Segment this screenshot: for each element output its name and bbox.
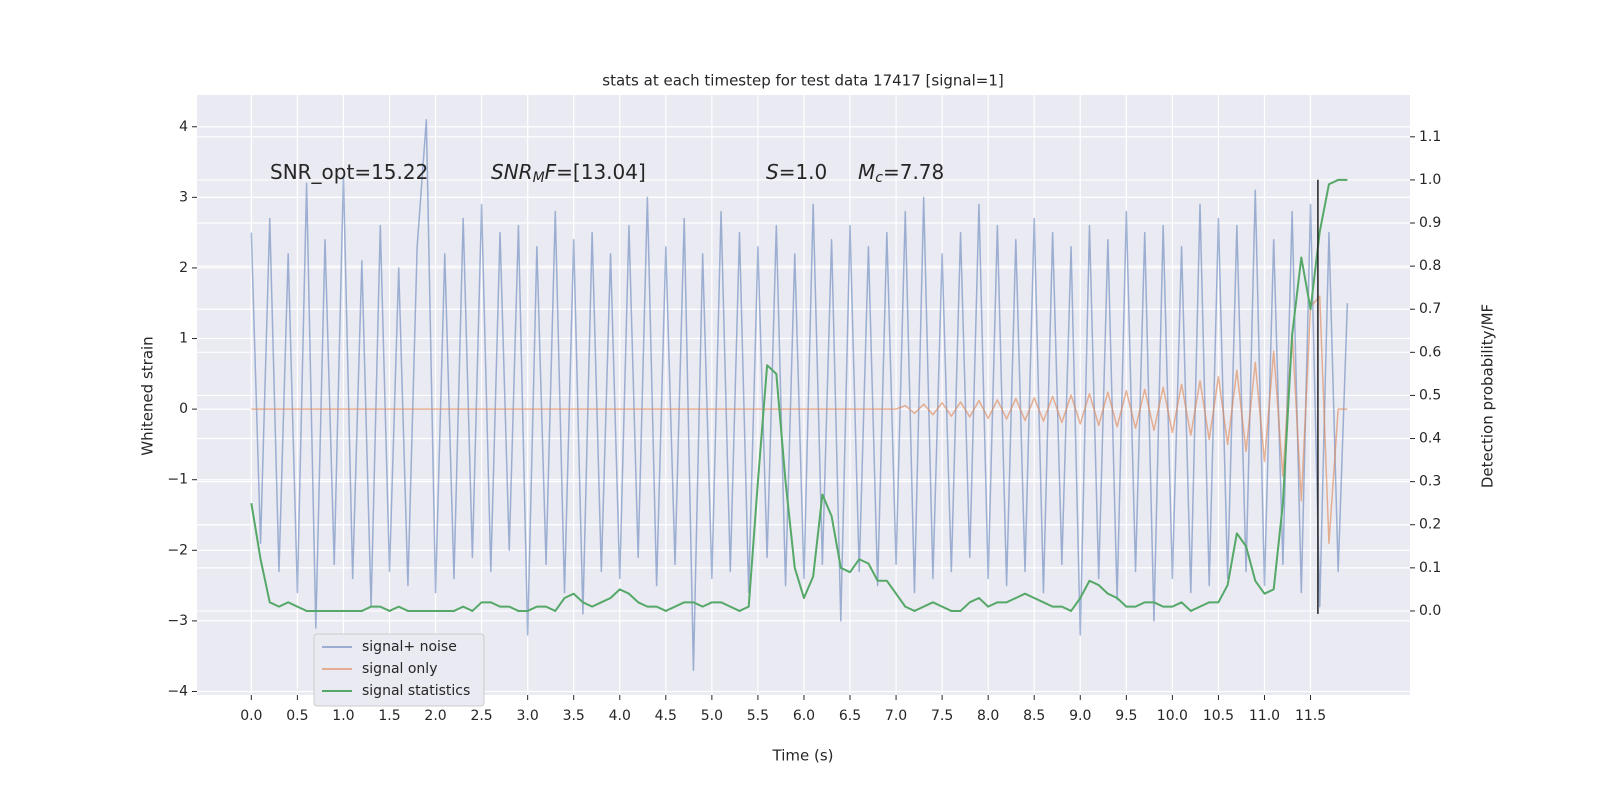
annotation-part: =[13.04] — [556, 160, 646, 184]
chart-title: stats at each timestep for test data 174… — [602, 72, 1003, 90]
annotation-part: =7.78 — [883, 160, 944, 184]
legend-label: signal statistics — [362, 683, 470, 699]
x-tick-label: 3.5 — [563, 708, 585, 724]
y-tick-label: −3 — [167, 613, 188, 629]
x-tick-label: 8.5 — [1023, 708, 1045, 724]
y2-axis-label: Detection probability/MF — [1479, 304, 1497, 488]
y-axis-label: Whitened strain — [139, 336, 157, 455]
legend-box — [313, 633, 485, 707]
x-tick-label: 2.0 — [424, 708, 446, 724]
y2-tick-label: 0.2 — [1419, 517, 1441, 533]
x-tick-label: 11.0 — [1249, 708, 1280, 724]
x-tick-label: 9.5 — [1115, 708, 1137, 724]
legend: signal+ noise signal only signal statistic… — [313, 633, 485, 707]
x-tick-label: 10.5 — [1203, 708, 1234, 724]
x-axis-label: Time (s) — [772, 747, 834, 765]
annotation-part: M — [533, 170, 545, 186]
x-tick-label: 5.5 — [747, 708, 769, 724]
y2-tick-label: 0.0 — [1419, 603, 1441, 619]
x-tick-label: 10.0 — [1157, 708, 1188, 724]
y2-tick-label: 0.5 — [1419, 387, 1441, 403]
x-tick-label: 6.5 — [839, 708, 861, 724]
y-tick-label: 1 — [179, 331, 188, 347]
series-line — [250, 118, 1349, 672]
annotation: Mc=7.78 — [858, 160, 944, 187]
y-tick-label: 3 — [179, 189, 188, 205]
legend-label: signal only — [362, 661, 437, 677]
y2-tick-label: 0.3 — [1419, 474, 1441, 490]
annotation-part: F — [545, 160, 557, 184]
annotation-part: SNR — [491, 160, 533, 184]
x-tick-label: 4.5 — [655, 708, 677, 724]
y2-tick-label: 1.1 — [1419, 129, 1441, 145]
annotation: SNR_opt=15.22 — [270, 160, 428, 184]
annotation: S=1.0 — [766, 160, 827, 184]
x-tick-label: 6.0 — [793, 708, 815, 724]
x-tick-label: 7.0 — [885, 708, 907, 724]
y-tick-label: −2 — [167, 542, 188, 558]
x-tick-label: 1.5 — [378, 708, 400, 724]
y2-tick-label: 1.0 — [1419, 172, 1441, 188]
y2-tick-label: 0.7 — [1419, 301, 1441, 317]
y-tick-label: 2 — [179, 260, 188, 276]
y-tick-label: 4 — [179, 119, 188, 135]
annotation-part: M — [858, 160, 875, 184]
y2-tick-label: 0.6 — [1419, 344, 1441, 360]
legend-label: signal+ noise — [362, 639, 457, 655]
x-tick-label: 0.0 — [240, 708, 262, 724]
x-tick-label: 8.0 — [977, 708, 999, 724]
x-tick-label: 2.5 — [470, 708, 492, 724]
annotation-part: c — [875, 170, 883, 186]
x-tick-label: 5.0 — [701, 708, 723, 724]
annotation-part: SNR_opt=15.22 — [270, 160, 428, 184]
y2-tick-label: 0.4 — [1419, 431, 1441, 447]
y2-tick-label: 0.1 — [1419, 560, 1441, 576]
series-line — [251, 295, 1348, 544]
y-tick-label: 0 — [179, 401, 188, 417]
annotation-part: S — [766, 160, 779, 184]
y2-tick-label: 0.9 — [1419, 215, 1441, 231]
series-line — [250, 178, 1348, 612]
x-tick-label: 7.5 — [931, 708, 953, 724]
annotation: SNRMF=[13.04] — [491, 160, 646, 187]
x-tick-label: 3.0 — [517, 708, 539, 724]
x-tick-label: 4.0 — [609, 708, 631, 724]
y2-tick-label: 0.8 — [1419, 258, 1441, 274]
x-tick-label: 9.0 — [1069, 708, 1091, 724]
x-tick-label: 0.5 — [286, 708, 308, 724]
annotation-part: =1.0 — [779, 160, 828, 184]
y-tick-label: −4 — [167, 683, 188, 699]
x-tick-label: 11.5 — [1295, 708, 1326, 724]
x-tick-label: 1.0 — [332, 708, 354, 724]
y-tick-label: −1 — [167, 472, 188, 488]
